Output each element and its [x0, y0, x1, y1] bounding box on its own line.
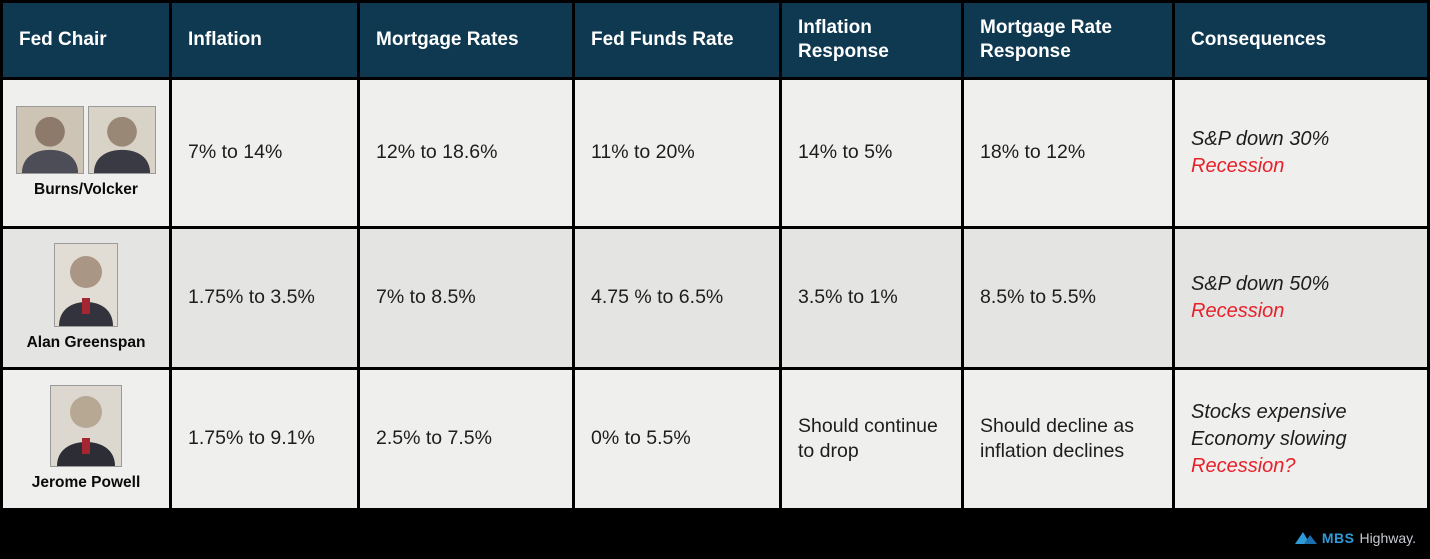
chair-name: Jerome Powell: [31, 473, 141, 491]
cell-value: 8.5% to 5.5%: [980, 286, 1096, 309]
col-header-fed-chair: Fed Chair: [3, 3, 169, 77]
col-header-fed-funds-rate: Fed Funds Rate: [575, 3, 779, 77]
cell-inflation: 1.75% to 9.1%: [172, 370, 357, 508]
greenspan-portrait: [54, 242, 118, 327]
cell-mortgage-rates: 12% to 18.6%: [360, 80, 572, 226]
cell-fed-funds-rate: 4.75 % to 6.5%: [575, 229, 779, 367]
chair-name: Burns/Volcker: [34, 180, 138, 198]
consequence-line: Economy slowing: [1191, 427, 1347, 450]
cell-value: Should continue to drop: [798, 414, 938, 462]
cell-value: 2.5% to 7.5%: [376, 427, 492, 450]
consequence-line-red: Recession?: [1191, 454, 1296, 477]
cell-value: 1.75% to 9.1%: [188, 427, 315, 450]
brand-highway-text: Highway.: [1359, 530, 1416, 546]
cell-value: 14% to 5%: [798, 141, 893, 164]
col-header-inflation-response: Inflation Response: [782, 3, 961, 77]
cell-value: 3.5% to 1%: [798, 286, 898, 309]
cell-value: Should decline as inflation declines: [980, 414, 1134, 462]
cell-value: 1.75% to 3.5%: [188, 286, 315, 309]
cell-value: 7% to 8.5%: [376, 286, 476, 309]
chair-name: Alan Greenspan: [26, 333, 146, 351]
col-header-mortgage-rates: Mortgage Rates: [360, 3, 572, 77]
mbs-highway-logo: MBS Highway.: [1294, 529, 1416, 547]
fed-chair-comparison-table: Fed Chair Inflation Mortgage Rates Fed F…: [3, 3, 1427, 508]
cell-inflation: 1.75% to 3.5%: [172, 229, 357, 367]
consequence-line-red: Recession: [1191, 155, 1285, 177]
cell-value: 18% to 12%: [980, 141, 1086, 164]
cell-consequences: S&P down 30% Recession: [1175, 80, 1427, 226]
volcker-portrait: [88, 105, 156, 174]
cell-inflation: 7% to 14%: [172, 80, 357, 226]
greenspan-photos: [54, 242, 118, 327]
consequence-line: Stocks expensive: [1191, 400, 1347, 423]
cell-value: 11% to 20%: [591, 141, 695, 164]
cell-mortgage-rate-response: 8.5% to 5.5%: [964, 229, 1172, 367]
cell-consequences: Stocks expensive Economy slowing Recessi…: [1175, 370, 1427, 508]
footer-bar: MBS Highway.: [0, 511, 1430, 559]
cell-value: 0% to 5.5%: [591, 427, 691, 450]
cell-value: 4.75 % to 6.5%: [591, 286, 724, 309]
cell-fed-chair-burns-volcker: Burns/Volcker: [3, 80, 169, 226]
consequence-line: S&P down 30%: [1191, 128, 1330, 150]
cell-fed-chair-greenspan: Alan Greenspan: [3, 229, 169, 367]
powell-portrait: [50, 384, 122, 467]
cell-consequences: S&P down 50% Recession: [1175, 229, 1427, 367]
cell-mortgage-rates: 7% to 8.5%: [360, 229, 572, 367]
cell-inflation-response: 3.5% to 1%: [782, 229, 961, 367]
cell-mortgage-rate-response: Should decline as inflation declines: [964, 370, 1172, 508]
cell-mortgage-rate-response: 18% to 12%: [964, 80, 1172, 226]
cell-fed-funds-rate: 11% to 20%: [575, 80, 779, 226]
cell-value: 12% to 18.6%: [376, 141, 498, 164]
col-header-mortgage-rate-response: Mortgage Rate Response: [964, 3, 1172, 77]
mountain-logo-icon: [1294, 529, 1317, 547]
cell-inflation-response: Should continue to drop: [782, 370, 961, 508]
cell-inflation-response: 14% to 5%: [782, 80, 961, 226]
burns-portrait: [16, 105, 84, 174]
cell-value: 7% to 14%: [188, 141, 283, 164]
cell-fed-chair-powell: Jerome Powell: [3, 370, 169, 508]
consequence-line: S&P down 50%: [1191, 273, 1330, 295]
powell-photos: [50, 384, 122, 467]
burns-volcker-photos: [16, 105, 156, 174]
col-header-inflation: Inflation: [172, 3, 357, 77]
col-header-consequences: Consequences: [1175, 3, 1427, 77]
cell-mortgage-rates: 2.5% to 7.5%: [360, 370, 572, 508]
brand-mbs-text: MBS: [1321, 530, 1355, 546]
cell-fed-funds-rate: 0% to 5.5%: [575, 370, 779, 508]
consequence-line-red: Recession: [1191, 300, 1285, 322]
